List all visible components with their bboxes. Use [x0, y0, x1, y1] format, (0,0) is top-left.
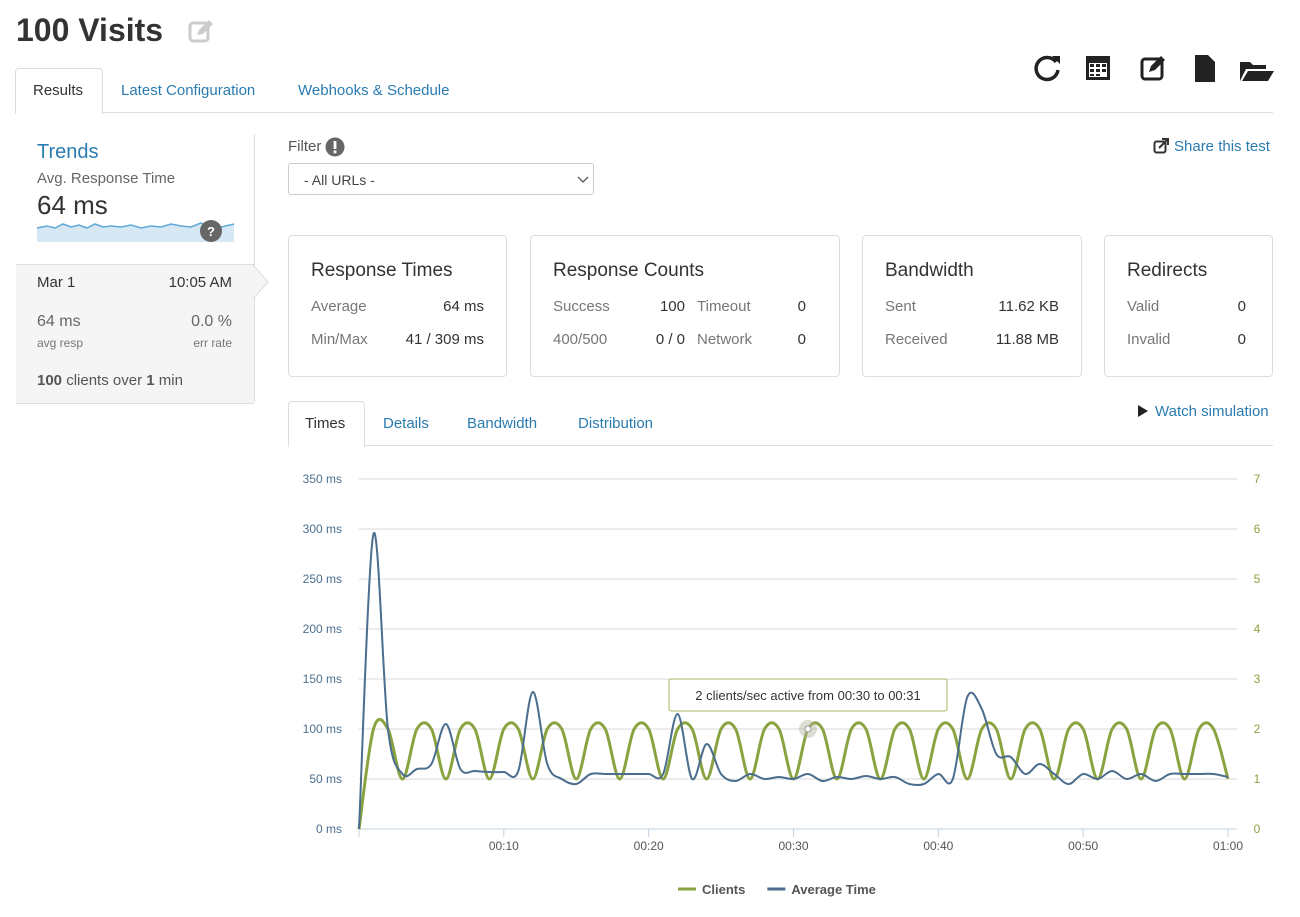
value: 11.88 MB [995, 331, 1059, 348]
card-title: Bandwidth [885, 260, 974, 281]
card-title: Redirects [1127, 260, 1208, 281]
time: 10:05 AM [168, 274, 232, 291]
label: 400/500 [553, 331, 608, 348]
chart: 0 ms 50 ms 100 ms 150 ms 200 ms 250 ms 300 ms 3… [303, 472, 1261, 897]
y2-tick-label: 3 [1254, 672, 1261, 686]
value: 11.62 KB [998, 298, 1059, 315]
series-line [358, 532, 1229, 830]
metric-value: 64 ms [37, 190, 108, 220]
x-tick-label: 00:30 [778, 839, 808, 853]
avg-resp: 64 ms [37, 313, 81, 330]
legend-label: Clients [702, 882, 745, 897]
label: Timeout [697, 298, 751, 315]
y-tick-label: 350 ms [303, 472, 342, 486]
y-tick-label: 200 ms [303, 622, 342, 636]
avg-resp-label: avg resp [37, 336, 84, 350]
x-tick-label: 01:00 [1213, 839, 1243, 853]
file-icon[interactable] [1195, 55, 1215, 82]
value: 0 [797, 298, 806, 315]
refresh-icon[interactable] [1034, 55, 1060, 82]
y-tick-label: 100 ms [303, 722, 342, 736]
chart-tab[interactable]: Bandwidth [467, 415, 538, 432]
x-tick-label: 00:20 [634, 839, 664, 853]
label: Average [311, 298, 367, 315]
play-icon [1138, 405, 1148, 417]
calendar-icon[interactable] [1086, 56, 1110, 80]
y-tick-label: 150 ms [303, 672, 342, 686]
edit-icon[interactable] [1140, 56, 1165, 81]
card: Response Counts Success 100 Timeout 0 400/5… [530, 235, 840, 377]
sparkline: ? [37, 220, 235, 242]
edit-icon[interactable] [187, 18, 215, 46]
hover-dot [804, 725, 812, 733]
label: Success [553, 298, 610, 315]
trends-title[interactable]: Trends [37, 141, 99, 163]
x-tick-label: 00:10 [489, 839, 519, 853]
y2-tick-label: 4 [1254, 622, 1261, 636]
unit: min [158, 372, 183, 389]
value: 0 [1237, 298, 1246, 315]
duration: 1 [146, 372, 155, 389]
value: 100 [659, 298, 685, 315]
chart-tab[interactable]: Distribution [578, 415, 654, 432]
tab[interactable]: Webhooks & Schedule [298, 82, 450, 99]
y2-tick-label: 6 [1254, 522, 1261, 536]
y-tick-label: 0 ms [316, 822, 342, 836]
tooltip: 2 clients/sec active from 00:30 to 00:31 [695, 688, 920, 703]
watch-link[interactable]: Watch simulation [1155, 403, 1269, 420]
svg-text:?: ? [207, 224, 215, 239]
chart-tab[interactable]: Details [383, 415, 429, 432]
card-title: Response Times [311, 260, 453, 281]
x-tick-label: 00:40 [923, 839, 953, 853]
card-title: Response Counts [553, 260, 705, 281]
y2-tick-label: 1 [1254, 772, 1261, 786]
y2-tick-label: 7 [1254, 472, 1261, 486]
info-icon[interactable] [325, 137, 345, 157]
value: 0 [797, 331, 806, 348]
y-tick-label: 50 ms [309, 772, 342, 786]
folder-icon[interactable] [1240, 62, 1274, 81]
select-text: - All URLs - [304, 172, 375, 188]
filter-label: Filter [288, 138, 322, 155]
url-select[interactable]: - All URLs - [288, 163, 594, 195]
value: 0 / 0 [655, 331, 685, 348]
label: Valid [1127, 298, 1160, 315]
label: Received [885, 331, 948, 348]
toolbar [1034, 55, 1274, 82]
y2-tick-label: 2 [1254, 722, 1261, 736]
date: Mar 1 [37, 274, 76, 291]
y2-tick-label: 0 [1254, 822, 1261, 836]
pointer [253, 264, 269, 300]
share-link[interactable]: Share this test [1174, 138, 1270, 155]
y2-tick-label: 5 [1254, 572, 1261, 586]
page-title: 100 Visits [16, 12, 164, 48]
card: Redirects Valid 0 Invalid 0 [1104, 235, 1273, 377]
label: Invalid [1127, 331, 1171, 348]
series-line [357, 717, 1230, 830]
y-tick-label: 250 ms [303, 572, 342, 586]
value: 64 ms [443, 298, 484, 315]
x-tick-label: 00:50 [1068, 839, 1098, 853]
metric-label: Avg. Response Time [37, 170, 176, 187]
label: Sent [885, 298, 916, 315]
text: clients over [66, 372, 143, 389]
legend-label: Average Time [791, 882, 876, 897]
card: Response Times Average 64 ms Min/Max 41 / … [288, 235, 507, 377]
y-tick-label: 300 ms [303, 522, 342, 536]
share-icon [1153, 138, 1169, 154]
label: Network [697, 331, 753, 348]
tooltip-box [668, 678, 948, 712]
value: 41 / 309 ms [405, 331, 484, 348]
value: 0 [1237, 331, 1246, 348]
tab[interactable]: Latest Configuration [121, 82, 256, 99]
label: Min/Max [311, 331, 368, 348]
clients: 100 [37, 372, 63, 389]
err-rate: 0.0 % [191, 313, 232, 330]
card: Bandwidth Sent 11.62 KB Received 11.88 MB [862, 235, 1082, 377]
chart-tab[interactable]: Times [305, 415, 346, 432]
tab[interactable]: Results [33, 82, 84, 99]
err-rate-label: err rate [193, 336, 232, 350]
clients-summary: 100 clients over 1 min [37, 372, 183, 389]
